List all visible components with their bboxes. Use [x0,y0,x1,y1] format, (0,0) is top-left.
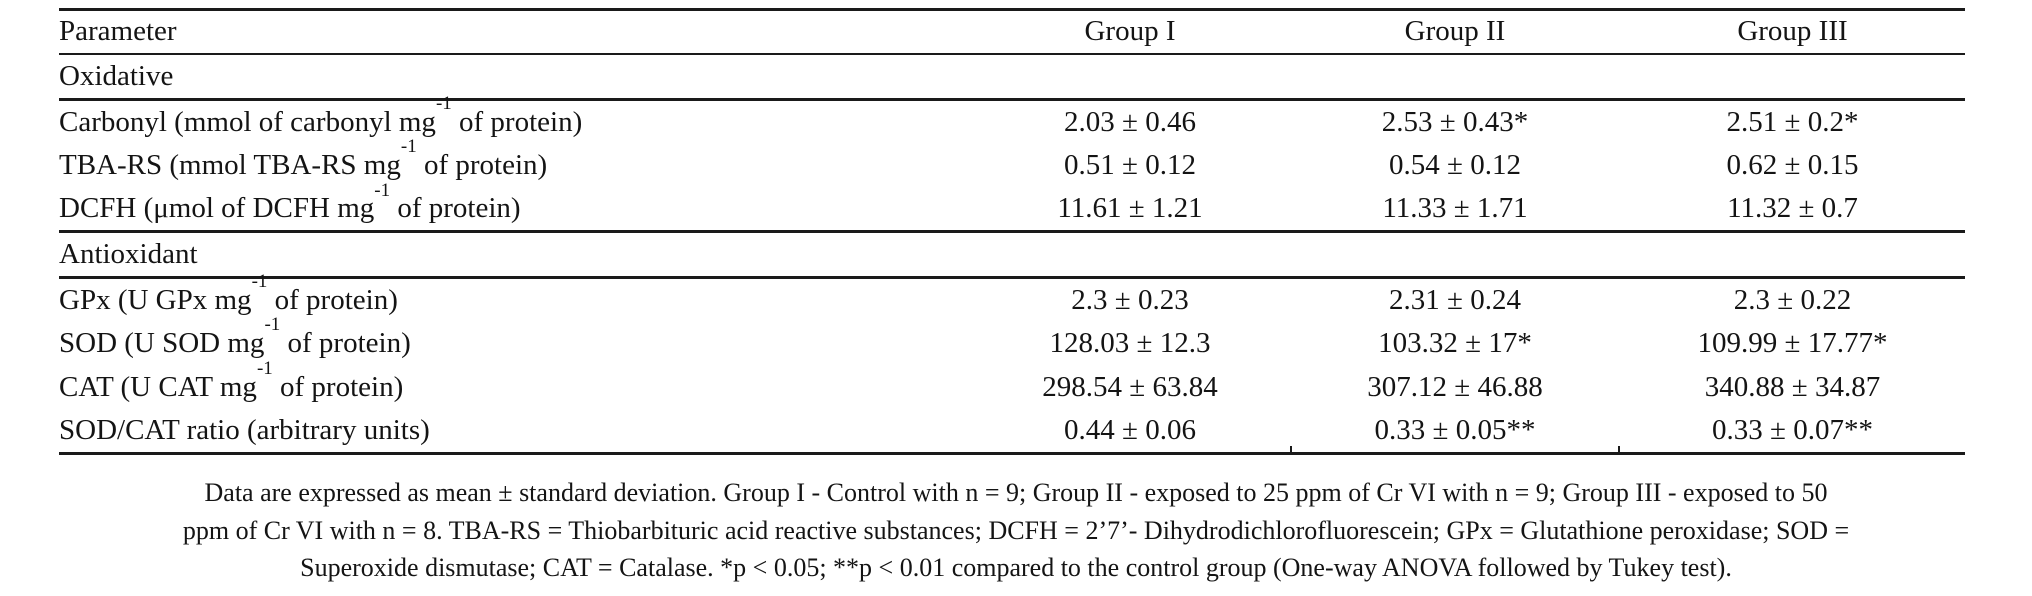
parameter-cell: SOD (U SOD mg-1 of protein) [59,315,970,366]
column-divider-tick [1290,446,1292,455]
table-row-gpx: GPx (U GPx mg-1 of protein) 2.3 ± 0.23 2… [59,272,1965,322]
parameter-cell: SOD/CAT ratio (arbitrary units) [59,410,970,454]
superscript-exponent: -1 [256,358,273,380]
parameter-label: TBA-RS (mmol TBA-RS mg [59,149,401,181]
footnote-line: Data are expressed as mean ± standard de… [204,478,1828,507]
column-divider-tick [1618,446,1620,455]
value-cell-group2: 2.31 ± 0.24 [1389,283,1521,316]
superscript-exponent: -1 [435,93,452,115]
value-cell-group2: 103.32 ± 17* [1378,327,1532,359]
table-row-tbars: TBA-RS (mmol TBA-RS mg-1 of protein) 0.5… [59,137,1965,188]
section-row-antioxidant: Antioxidant [59,232,1965,278]
footnote-line: Superoxide dismutase; CAT = Catalase. *p… [300,553,1732,582]
parameter-cell: TBA-RS (mmol TBA-RS mg-1 of protein) [59,137,970,188]
parameter-label-suffix: of protein) [272,371,404,403]
table-header-row: Parameter Group I Group II Group III [59,9,1965,54]
table-row-sod-cat-ratio: SOD/CAT ratio (arbitrary units) 0.44 ± 0… [59,410,1965,454]
parameter-label: SOD/CAT ratio (arbitrary units) [59,414,430,447]
parameter-label: DCFH (μmol of DCFH mg [59,192,375,225]
value-cell-group2: 307.12 ± 46.88 [1367,371,1543,403]
value-cell-group1: 298.54 ± 63.84 [1042,371,1218,403]
value-cell-group2: 0.54 ± 0.12 [1389,149,1521,181]
value-cell-group1: 0.51 ± 0.12 [1064,149,1196,181]
parameter-label-suffix: of protein) [267,283,398,316]
value-cell-group3: 2.3 ± 0.22 [1733,283,1852,316]
table-row-sod: SOD (U SOD mg-1 of protein) 128.03 ± 12.… [59,315,1965,366]
parameters-table-container: Parameter Group I Group II Group III Oxi… [59,8,1965,455]
footnote-line: ppm of Cr VI with n = 8. TBA-RS = Thioba… [182,515,1850,545]
section-row-oxidative: Oxidative [59,54,1965,100]
value-cell-group1: 2.03 ± 0.46 [1064,105,1196,138]
parameter-label-suffix: of protein) [280,327,411,359]
section-label: Oxidative [59,59,174,92]
value-cell-group1: 2.3 ± 0.23 [1071,283,1189,316]
section-label: Antioxidant [59,238,198,270]
parameter-label: CAT (U CAT mg [59,371,257,403]
parameter-cell: DCFH (μmol of DCFH mg-1 of protein) [59,181,970,232]
parameter-label-suffix: of protein) [416,149,548,181]
column-header-group2: Group II [1404,15,1506,48]
superscript-exponent: -1 [374,179,391,201]
value-cell-group1: 0.44 ± 0.06 [1064,414,1196,447]
parameters-table: Parameter Group I Group II Group III Oxi… [59,8,1965,455]
table-row-cat: CAT (U CAT mg-1 of protein) 298.54 ± 63.… [59,359,1965,410]
parameter-label-suffix: of protein) [390,192,521,225]
parameter-cell: CAT (U CAT mg-1 of protein) [59,359,970,410]
superscript-exponent: -1 [264,314,281,336]
column-header-group1: Group I [1084,15,1176,48]
parameter-label: GPx (U GPx mg [59,283,252,316]
parameter-label-suffix: of protein) [451,105,583,138]
value-cell-group2: 0.33 ± 0.05** [1374,414,1536,447]
parameter-cell: GPx (U GPx mg-1 of protein) [59,272,970,322]
column-header-parameter: Parameter [59,15,177,48]
parameter-cell: Carbonyl (mmol of carbonyl mg-1 of prote… [59,94,970,144]
table-row-carbonyl: Carbonyl (mmol of carbonyl mg-1 of prote… [59,94,1965,144]
value-cell-group3: 0.62 ± 0.15 [1726,149,1859,181]
value-cell-group3: 0.33 ± 0.07** [1712,414,1873,447]
value-cell-group1: 11.61 ± 1.21 [1057,192,1203,225]
value-cell-group3: 2.51 ± 0.2* [1726,105,1859,138]
value-cell-group3: 109.99 ± 17.77* [1697,327,1888,359]
value-cell-group2: 2.53 ± 0.43* [1381,105,1529,138]
superscript-exponent: -1 [400,136,417,158]
value-cell-group2: 11.33 ± 1.71 [1382,192,1528,225]
value-cell-group1: 128.03 ± 12.3 [1049,327,1211,359]
value-cell-group3: 11.32 ± 0.7 [1727,192,1858,225]
parameter-label: Carbonyl (mmol of carbonyl mg [59,105,436,138]
table-row-dcfh: DCFH (μmol of DCFH mg-1 of protein) 11.6… [59,181,1965,232]
parameter-label: SOD (U SOD mg [59,327,265,359]
superscript-exponent: -1 [251,271,268,293]
column-header-group3: Group III [1737,15,1848,48]
table-footnote: Data are expressed as mean ± standard de… [16,474,2016,587]
value-cell-group3: 340.88 ± 34.87 [1704,371,1881,403]
